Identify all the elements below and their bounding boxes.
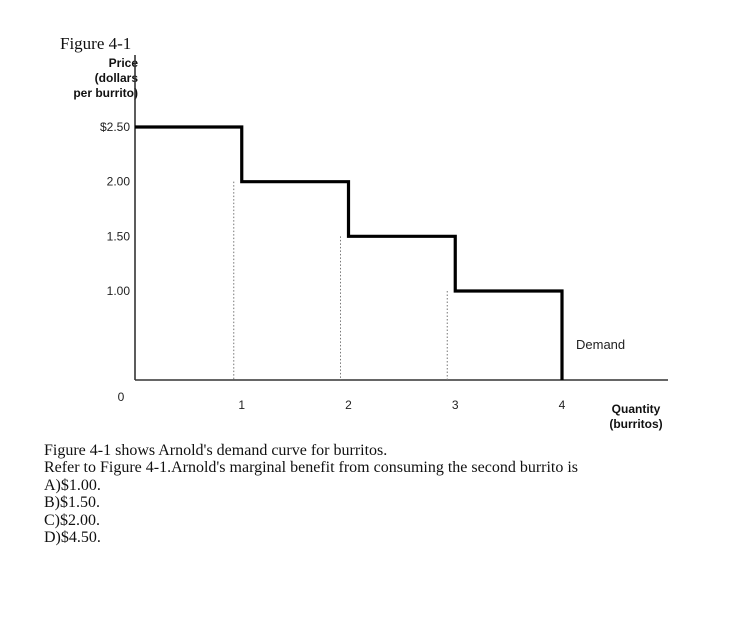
y-tick-label: 1.00 bbox=[107, 284, 131, 298]
x-tick-label: 2 bbox=[345, 398, 352, 412]
y-axis-title: Price (dollars per burrito) bbox=[52, 56, 138, 101]
y-tick-label: $2.50 bbox=[100, 120, 130, 134]
answer-option-d[interactable]: D)$4.50. bbox=[44, 529, 101, 547]
x-tick-label: 1 bbox=[238, 398, 245, 412]
y-axis-title-line: Price bbox=[108, 56, 138, 70]
figure-caption: Figure 4-1 shows Arnold's demand curve f… bbox=[44, 442, 388, 459]
y-axis-title-line: (dollars bbox=[94, 71, 138, 85]
question-prompt: Refer to Figure 4-1.Arnold's marginal be… bbox=[44, 459, 579, 477]
demand-chart: $2.50 2.00 1.50 1.00 0 1 2 3 4 Demand bbox=[100, 55, 668, 412]
x-axis-title-line: (burritos) bbox=[609, 417, 663, 431]
figure-label: Figure 4-1 bbox=[60, 34, 132, 53]
question-block: Figure 4-1 shows Arnold's demand curve f… bbox=[44, 442, 744, 546]
demand-curve bbox=[135, 125, 564, 380]
x-axis-title: Quantity (burritos) bbox=[596, 402, 676, 432]
x-tick-label: 4 bbox=[559, 398, 566, 412]
demand-label: Demand bbox=[576, 337, 625, 352]
answer-option-c[interactable]: C)$2.00. bbox=[44, 511, 100, 529]
x-tick-label: 3 bbox=[452, 398, 459, 412]
y-tick-label: 2.00 bbox=[107, 175, 131, 189]
x-axis-title-line: Quantity bbox=[611, 402, 661, 416]
answer-option-b[interactable]: B)$1.50. bbox=[44, 494, 100, 512]
answer-option-a[interactable]: A)$1.00. bbox=[44, 476, 101, 494]
y-axis-title-line: per burrito) bbox=[73, 86, 138, 100]
y-tick-label: 1.50 bbox=[107, 229, 131, 243]
origin-label: 0 bbox=[118, 390, 125, 404]
